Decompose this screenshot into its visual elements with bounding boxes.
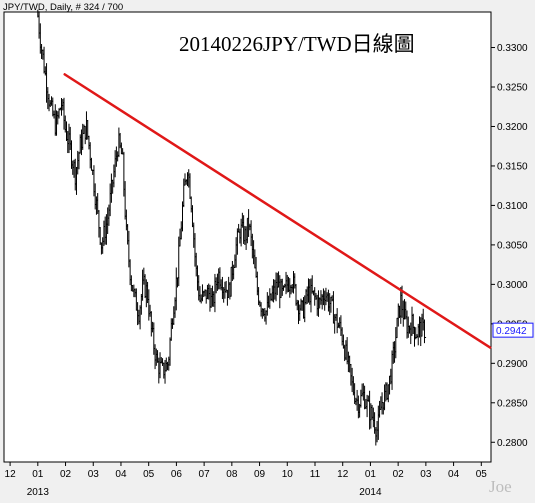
x-tick-label: 06	[171, 469, 183, 480]
y-tick-label: 0.3200	[497, 122, 528, 133]
x-tick-label: 04	[448, 469, 460, 480]
x-tick-label: 03	[420, 469, 432, 480]
x-year-label: 2013	[27, 487, 50, 498]
y-tick-label: 0.3100	[497, 201, 528, 212]
last-value-box	[492, 322, 534, 338]
x-tick-label: 10	[282, 469, 294, 480]
x-tick-label: 12	[337, 469, 349, 480]
y-tick-label: 0.3050	[497, 240, 528, 251]
x-tick-label: 02	[60, 469, 72, 480]
y-tick-label: 0.2850	[497, 398, 528, 409]
y-tick-label: 0.3150	[497, 161, 528, 172]
x-tick-label: 05	[143, 469, 155, 480]
x-tick-label: 08	[226, 469, 238, 480]
watermark-text: Joe	[489, 477, 512, 496]
x-year-label: 2014	[359, 487, 382, 498]
resistance-trendline	[63, 73, 492, 349]
x-tick-label: 12	[5, 469, 17, 480]
y-tick-label: 0.3250	[497, 83, 528, 94]
y-tick-label: 0.3300	[497, 43, 528, 54]
x-axis: 12 01 02 03 04 05 06 07 08 09 10 11 12 01 02 03 04 05 2013…	[5, 462, 488, 498]
x-tick-label: 11	[310, 469, 321, 480]
y-tick-label: 0.2900	[497, 359, 528, 370]
last-value-label: 0.2942	[496, 326, 527, 337]
symbol-header: JPY/TWD, Daily, # 324 / 700	[3, 2, 123, 13]
y-tick-label: 0.3000	[497, 280, 528, 291]
x-tick-label: 02	[393, 469, 405, 480]
x-tick-label: 03	[88, 469, 100, 480]
x-tick-label: 09	[254, 469, 266, 480]
trendline-layer	[63, 73, 492, 349]
x-tick-label: 01	[32, 469, 44, 480]
x-tick-label: 01	[365, 469, 377, 480]
price-bars	[37, 9, 427, 446]
x-tick-label: 07	[199, 469, 211, 480]
chart-title: 20140226JPY/TWD日線圖	[179, 32, 415, 56]
y-tick-label: 0.2800	[497, 438, 528, 449]
series-info-label: , Daily, # 324 / 700	[45, 2, 124, 13]
x-tick-label: 04	[115, 469, 127, 480]
x-tick-label: 05	[476, 469, 488, 480]
y-axis: 0.3300 0.3250 0.3200 0.3150 0.3100 0.3050 0.30…	[491, 43, 534, 449]
symbol-label: JPY/TWD	[3, 2, 45, 13]
